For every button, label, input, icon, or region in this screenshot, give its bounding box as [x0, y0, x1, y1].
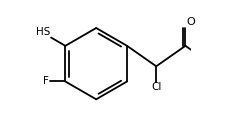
Text: HS: HS — [36, 27, 50, 37]
Text: F: F — [43, 76, 49, 87]
Text: Cl: Cl — [150, 82, 161, 92]
Text: O: O — [186, 17, 195, 27]
